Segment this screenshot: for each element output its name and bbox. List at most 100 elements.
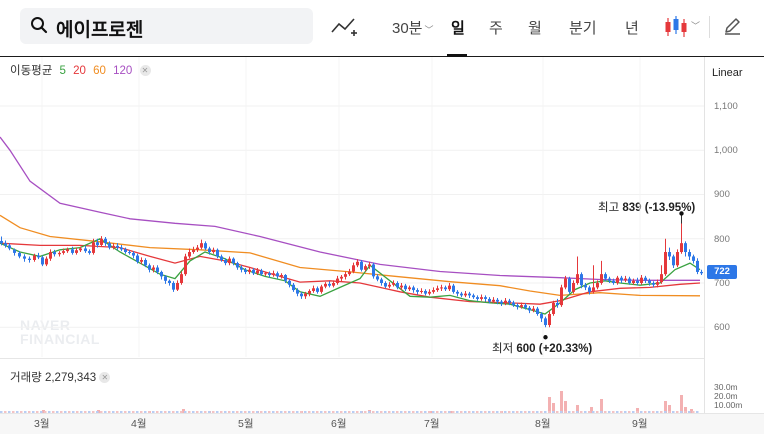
candle-body <box>480 297 483 299</box>
ma60-line <box>0 214 701 297</box>
candle-body <box>53 252 56 255</box>
candle-body <box>216 249 219 257</box>
volume-bar <box>612 411 615 413</box>
candle-body <box>428 291 431 294</box>
candle-body <box>696 260 699 272</box>
x-tick: 9월 <box>632 418 648 430</box>
volume-bar <box>636 411 639 413</box>
volume-bar <box>332 411 335 413</box>
chevron-down-icon: ﹀ <box>424 25 434 35</box>
candle-body <box>184 256 187 275</box>
volume-bar <box>8 411 11 413</box>
candlestick-icon[interactable] <box>663 14 689 40</box>
volume-bar <box>32 411 35 413</box>
scale-mode-toggle[interactable]: Linear <box>712 67 743 79</box>
candle-body <box>652 283 655 285</box>
candle-body <box>440 287 443 289</box>
volume-bar <box>504 411 507 413</box>
low-marker-dot <box>543 335 548 340</box>
candle-body <box>580 274 583 286</box>
candle-body <box>8 245 11 249</box>
candle-body <box>100 238 103 245</box>
candle-body <box>37 255 40 258</box>
volume-bar <box>280 411 283 413</box>
close-icon[interactable]: ✕ <box>139 65 151 77</box>
volume-bar <box>340 411 343 413</box>
chevron-down-icon[interactable]: ﹀ <box>691 21 701 31</box>
candle-body <box>612 280 615 283</box>
volume-bar <box>216 411 219 413</box>
volume-bar <box>472 411 475 413</box>
candle-body <box>676 252 679 266</box>
candle-body <box>180 274 183 283</box>
candle-body <box>548 313 551 326</box>
candle-body <box>348 271 351 275</box>
price-chart[interactable] <box>0 57 704 413</box>
candle-body <box>464 293 467 296</box>
volume-bar <box>20 411 23 413</box>
volume-bar <box>296 411 299 413</box>
period-30min[interactable]: 30분 ﹀ <box>392 20 434 37</box>
period-month[interactable]: 월 <box>528 20 542 37</box>
x-tick: 6월 <box>331 418 347 430</box>
period-day[interactable]: 일 <box>451 20 465 37</box>
current-price-tag: 722 <box>707 265 737 279</box>
candle-body <box>632 280 635 283</box>
candle-body <box>596 283 599 288</box>
add-indicator-icon[interactable] <box>330 14 358 40</box>
pencil-icon[interactable] <box>722 16 742 36</box>
top-toolbar: 에이프로젠 30분 ﹀ 일 주 월 분기 년 ﹀ <box>0 0 764 57</box>
candle-body <box>648 280 651 283</box>
volume-bar <box>560 391 563 413</box>
volume-bar <box>456 411 459 413</box>
search-query[interactable]: 에이프로젠 <box>56 20 144 41</box>
search-box[interactable]: 에이프로젠 <box>20 8 313 44</box>
ma60-label: 60 <box>93 65 106 77</box>
active-period-underline <box>447 54 467 57</box>
candle-body <box>228 258 231 264</box>
period-quarter[interactable]: 분기 <box>569 20 597 37</box>
candle-body <box>260 270 263 275</box>
volume-bar <box>536 411 539 413</box>
volume-bar <box>432 411 435 413</box>
candle-body <box>23 256 26 259</box>
volume-bar <box>292 411 295 413</box>
volume-bar <box>80 411 83 413</box>
volume-bar <box>404 411 407 413</box>
candle-body <box>340 276 343 279</box>
candle-body <box>148 265 151 270</box>
candle-body <box>220 256 223 260</box>
volume-bar <box>100 411 103 413</box>
candle-body <box>0 240 3 244</box>
volume-bar <box>580 411 583 413</box>
candle-body <box>264 273 267 275</box>
candle-body <box>136 255 139 262</box>
volume-bar <box>632 411 635 413</box>
volume-bar <box>356 411 359 413</box>
volume-bar <box>276 411 279 413</box>
volume-bar <box>304 411 307 413</box>
period-week[interactable]: 주 <box>489 20 503 37</box>
candle-body <box>608 278 611 281</box>
volume-bar <box>500 411 503 413</box>
volume-bar <box>516 411 519 413</box>
candle-body <box>308 290 311 294</box>
volume-bar <box>324 411 327 413</box>
volume-bar <box>680 395 683 413</box>
candle-body <box>188 252 191 257</box>
volume-bar <box>508 411 511 413</box>
volume-bar <box>364 411 367 413</box>
period-year[interactable]: 년 <box>625 20 639 37</box>
volume-bar <box>308 411 311 413</box>
close-icon[interactable]: ✕ <box>99 372 111 384</box>
candle-body <box>248 269 251 272</box>
candle-body <box>668 252 671 257</box>
volume-bar <box>450 411 453 413</box>
volume-bar <box>272 411 275 413</box>
volume-bar <box>668 405 671 413</box>
candle-body <box>312 288 315 291</box>
volume-bar <box>252 411 255 413</box>
volume-bar <box>288 411 291 413</box>
y-tick: 800 <box>714 234 730 245</box>
candle-body <box>540 313 543 319</box>
